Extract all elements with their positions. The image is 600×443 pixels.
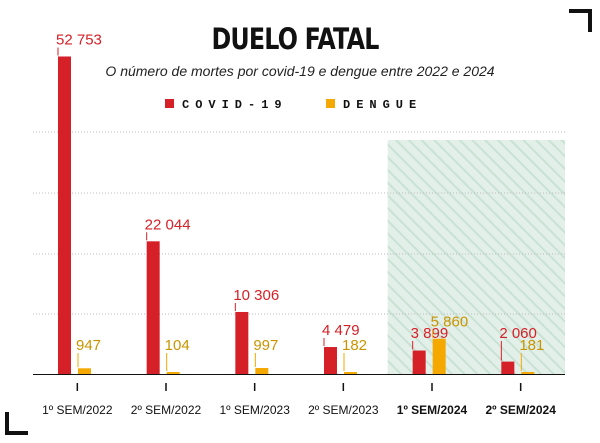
data-label-dengue: 5 860 — [431, 314, 469, 331]
bar-covid — [58, 56, 71, 374]
legend-item-dengue: DENGUE — [326, 98, 422, 112]
x-tick-label: 2º SEM/2023 — [308, 403, 379, 417]
legend-swatch-covid — [165, 99, 174, 108]
bar-dengue — [344, 372, 357, 374]
data-label-dengue: 181 — [519, 337, 544, 354]
bar-dengue — [521, 372, 535, 374]
data-label-covid: 2 060 — [499, 325, 537, 342]
bar-covid — [146, 241, 160, 374]
bar-dengue — [432, 338, 446, 374]
data-label-covid: 4 479 — [322, 322, 360, 339]
legend-label-dengue: DENGUE — [343, 98, 423, 112]
data-label-covid: 10 306 — [233, 287, 279, 304]
bar-dengue — [255, 367, 269, 374]
bar-covid — [324, 347, 337, 374]
legend-label-covid: COVID-19 — [182, 98, 288, 112]
bar-dengue — [166, 372, 180, 374]
data-label-dengue: 997 — [253, 337, 278, 354]
data-label-covid: 52 753 — [56, 31, 102, 48]
data-label-dengue: 947 — [76, 337, 101, 354]
data-label-dengue: 104 — [165, 337, 190, 354]
chart-subtitle: O número de mortes por covid-19 e dengue… — [105, 63, 495, 79]
chart-title: DUELO FATAL — [211, 22, 379, 56]
x-tick-label: 1º SEM/2022 — [42, 403, 113, 417]
x-tick-label: 1º SEM/2023 — [219, 403, 290, 417]
x-tick-label: 2º SEM/2024 — [485, 403, 556, 417]
chart-legend: COVID-19 DENGUE — [0, 98, 600, 114]
data-label-covid: 22 044 — [145, 216, 191, 233]
data-label-dengue: 182 — [342, 337, 367, 354]
bar-covid — [501, 361, 515, 374]
highlight-band-2024 — [387, 140, 565, 374]
legend-item-covid: COVID-19 — [165, 98, 288, 112]
bar-covid — [235, 311, 249, 374]
legend-swatch-dengue — [326, 99, 335, 108]
x-tick-label: 2º SEM/2022 — [131, 403, 202, 417]
bar-dengue — [78, 368, 91, 374]
bar-covid — [412, 350, 426, 374]
data-label-covid: 3 899 — [411, 325, 449, 342]
x-tick-label: 1º SEM/2024 — [397, 403, 468, 417]
